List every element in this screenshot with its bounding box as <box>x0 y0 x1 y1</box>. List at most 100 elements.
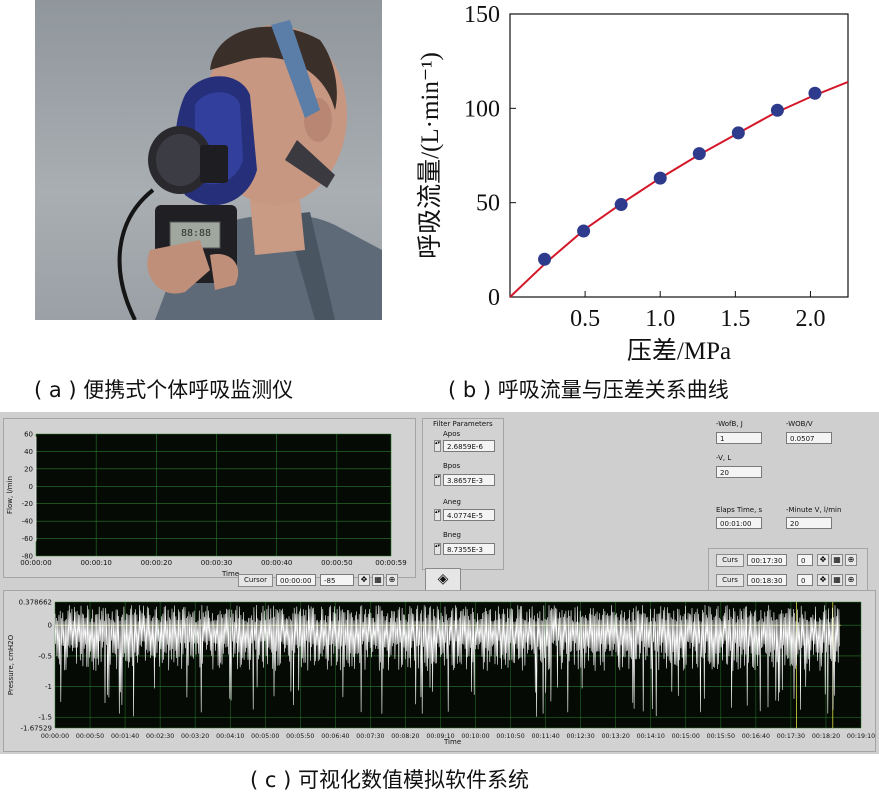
y-tick-label: 100 <box>464 96 500 122</box>
pressure-y-tick-label: 0.378662 <box>19 599 52 607</box>
cursor2-value-field[interactable]: 0 <box>797 574 813 586</box>
x-tick-label: 2.0 <box>795 306 825 332</box>
flow-x-tick-label: 00:00:00 <box>20 559 51 567</box>
caption-b: ( b ) 呼吸流量与压差关系曲线 <box>448 378 729 402</box>
pressure-x-tick-label: 00:16:40 <box>742 733 770 740</box>
move-cursor-icon[interactable]: ✥ <box>358 574 370 586</box>
cursor1-button[interactable]: Curs <box>716 554 744 567</box>
wofb-label: -WofB, J <box>716 420 743 428</box>
bpos-spinner[interactable]: ▴▾ <box>434 474 441 486</box>
minute-field: 20 <box>786 517 832 529</box>
cursor-value-field[interactable]: -85 <box>320 574 354 586</box>
data-point <box>653 171 667 185</box>
bneg-field[interactable]: 8.7355E-3 <box>443 543 495 555</box>
x-tick-label: 0.5 <box>570 306 600 332</box>
y-tick-label: 50 <box>476 191 500 217</box>
cursor-button[interactable]: Cursor <box>238 574 273 587</box>
apos-field[interactable]: 2.6859E-6 <box>443 440 495 452</box>
cursor1-move-icon[interactable]: ✥ <box>817 554 829 566</box>
bneg-label: Bneg <box>443 531 461 539</box>
pressure-y-tick-label: -1.67529 <box>21 725 52 733</box>
lock-icon[interactable]: ⊕ <box>386 574 398 586</box>
software-window: 60 40 20 0 -20 -40 -60 -80 00:00:00 00:00:10 00:00… <box>0 412 879 754</box>
pressure-x-tick-label: 00:14:10 <box>637 733 665 740</box>
flow-x-tick-label: 00:00:50 <box>321 559 352 567</box>
elaps-label: Elaps Time, s <box>716 506 763 514</box>
pressure-x-tick-label: 00:05:50 <box>286 733 314 740</box>
flow-plot-area <box>36 434 391 556</box>
flow-y-tick-label: 0 <box>29 483 33 491</box>
flow-y-tick-label: -40 <box>22 518 33 526</box>
cursor1-lock-icon[interactable]: ⊕ <box>845 554 857 566</box>
cursor1-style-icon[interactable]: ▦ <box>831 554 843 566</box>
pressure-y-tick-label: -0.5 <box>38 652 52 660</box>
pressure-x-tick-label: 00:04:10 <box>216 733 244 740</box>
person-with-mask-illustration <box>117 20 382 320</box>
flow-y-tick-label: -20 <box>22 500 33 508</box>
pressure-x-tick-label: 00:02:30 <box>146 733 174 740</box>
wob-field: 0.0507 <box>786 432 832 444</box>
flow-x-tick-label: 00:00:59 <box>375 559 406 567</box>
data-point <box>731 126 745 140</box>
cursor2-move-icon[interactable]: ✥ <box>817 574 829 586</box>
bpos-field[interactable]: 3.8657E-3 <box>443 474 495 486</box>
bneg-spinner[interactable]: ▴▾ <box>434 543 441 555</box>
flow-x-tick-label: 00:00:20 <box>141 559 172 567</box>
flow-x-tick-label: 00:00:10 <box>80 559 111 567</box>
pressure-x-tick-label: 00:12:30 <box>567 733 595 740</box>
v-label: -V, L <box>716 454 732 462</box>
v-field: 20 <box>716 466 762 478</box>
device-display: 88:88 <box>180 228 212 239</box>
cursor1-value-field[interactable]: 0 <box>797 554 813 566</box>
data-point <box>692 147 706 161</box>
flow-y-tick-label: -80 <box>22 553 33 561</box>
apos-label: Apos <box>443 430 461 438</box>
wob-label: -WOB/V <box>786 420 813 428</box>
flow-y-label: Flow, l/min <box>6 476 14 514</box>
x-tick-label: 1.5 <box>720 306 750 332</box>
cursor1-time-field[interactable]: 00:17:30 <box>747 554 787 566</box>
x-axis-label: 压差/MPa <box>627 337 731 365</box>
flow-y-tick-label: -60 <box>22 535 33 543</box>
pressure-y-label: Pressure, cmH2O <box>7 634 15 695</box>
data-point <box>808 86 822 100</box>
pressure-x-tick-label: 00:15:00 <box>672 733 700 740</box>
cursor2-lock-icon[interactable]: ⊕ <box>845 574 857 586</box>
pressure-x-tick-label: 00:01:40 <box>111 733 139 740</box>
pressure-x-tick-label: 00:19:10 <box>847 733 875 740</box>
x-tick-label: 1.0 <box>645 306 675 332</box>
cursor-style-icon[interactable]: ▦ <box>372 574 384 586</box>
cursor-time-field[interactable]: 00:00:00 <box>276 574 316 586</box>
filter-title: Filter Parameters <box>433 420 493 428</box>
aneg-field[interactable]: 4.0774E-5 <box>443 509 495 521</box>
cursor2-style-icon[interactable]: ▦ <box>831 574 843 586</box>
pressure-x-tick-label: 00:15:50 <box>707 733 735 740</box>
elaps-field: 00:01:00 <box>716 517 762 529</box>
pressure-x-tick-label: 00:10:00 <box>461 733 489 740</box>
apos-spinner[interactable]: ▴▾ <box>434 440 441 452</box>
cursor2-time-field[interactable]: 00:18:30 <box>747 574 787 586</box>
pressure-x-tick-label: 00:17:30 <box>777 733 805 740</box>
pressure-x-tick-label: 00:07:30 <box>356 733 384 740</box>
aneg-spinner[interactable]: ▴▾ <box>434 509 441 521</box>
wofb-field: 1 <box>716 432 762 444</box>
pressure-y-tick-label: -1 <box>45 683 52 691</box>
y-tick-label: 0 <box>488 285 500 311</box>
pressure-y-tick-label: 0 <box>48 622 52 630</box>
flow-x-tick-label: 00:00:40 <box>261 559 292 567</box>
data-point <box>538 252 552 266</box>
data-point <box>614 198 628 212</box>
pressure-trace <box>54 604 840 717</box>
flow-x-tick-label: 00:00:30 <box>201 559 232 567</box>
pressure-x-tick-label: 00:05:00 <box>251 733 279 740</box>
monitor-photo: 88:88 <box>35 0 382 320</box>
pressure-x-tick-label: 00:18:20 <box>812 733 840 740</box>
pressure-x-tick-label: 00:06:40 <box>321 733 349 740</box>
caption-c: ( c ) 可视化数值模拟软件系统 <box>250 768 529 792</box>
cursor2-button[interactable]: Curs <box>716 574 744 587</box>
flow-y-tick-label: 60 <box>24 431 33 439</box>
pressure-x-tick-label: 00:08:20 <box>391 733 419 740</box>
flow-y-tick-label: 20 <box>24 465 33 473</box>
navigate-diamond-button[interactable]: ◈ <box>425 568 461 592</box>
